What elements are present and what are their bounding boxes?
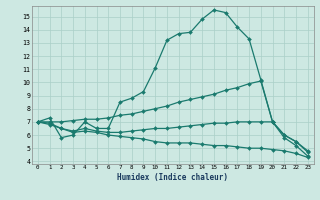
- X-axis label: Humidex (Indice chaleur): Humidex (Indice chaleur): [117, 173, 228, 182]
